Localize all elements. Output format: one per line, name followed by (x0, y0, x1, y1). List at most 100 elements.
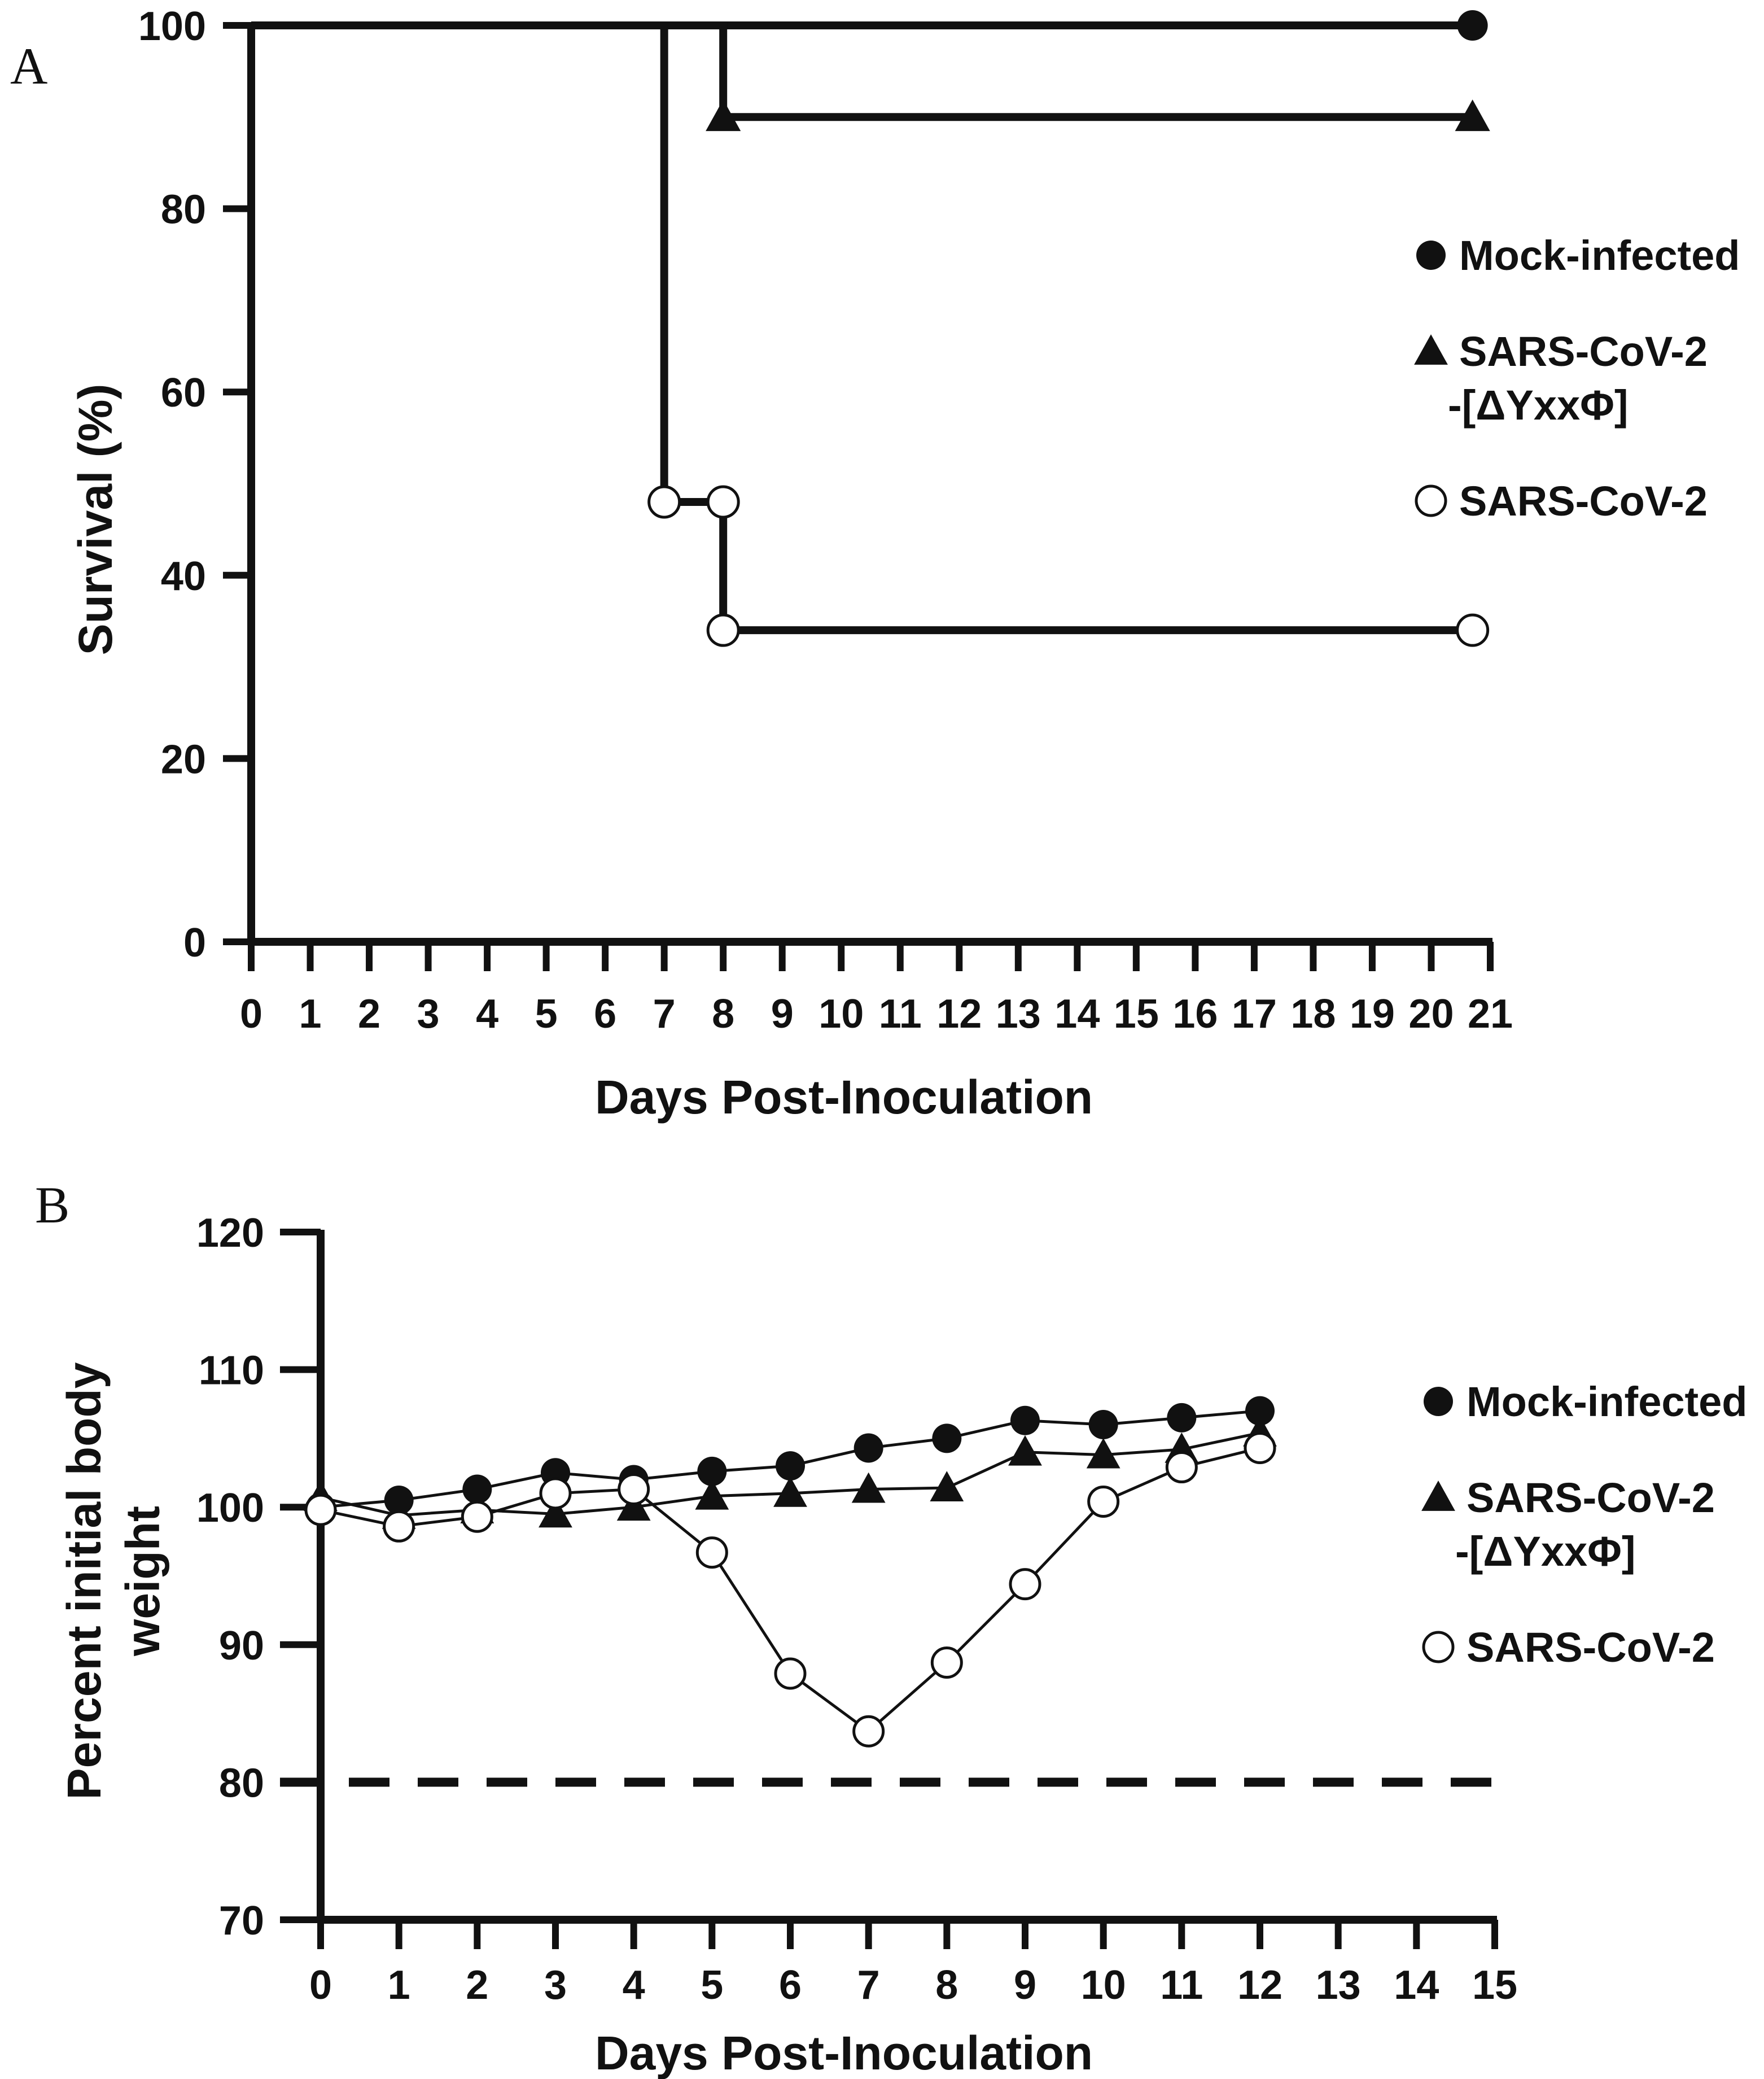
weight-point-2-12 (1244, 1431, 1276, 1464)
x-tick-label-13: 13 (1316, 1963, 1361, 2008)
legend-marker-0 (1424, 1387, 1453, 1416)
x-tick-label-3: 3 (544, 1963, 567, 2008)
legend-label-1-0: SARS-CoV-2 (1459, 328, 1708, 375)
survival-point-1-1 (1455, 99, 1490, 132)
x-tick-label-15: 15 (1472, 1963, 1517, 2008)
panel-a-legend: Mock-infected SARS-CoV-2 -[ΔYxxΦ] SARS-CoV-… (1414, 232, 1740, 525)
weight-point-2-8 (930, 1646, 963, 1679)
weight-point-2-6 (774, 1657, 807, 1690)
panel-b-body-weight-chart: B 0 1 2 3 4 5 6 7 8 9 10 11 12 13 14 15708090100110120 … (35, 1176, 1748, 2079)
weight-point-1-9 (1008, 1435, 1042, 1466)
y-tick-label-100: 100 (196, 1486, 264, 1531)
weight-point-2-7 (852, 1715, 885, 1748)
legend-marker-2 (1415, 484, 1447, 517)
x-tick-label-7: 7 (857, 1963, 880, 2008)
weight-point-0-8 (932, 1423, 962, 1453)
x-tick-label-13: 13 (996, 992, 1041, 1037)
survival-point-2-3 (1456, 613, 1490, 647)
weight-point-2-5 (695, 1536, 728, 1569)
legend-label-1-0: SARS-CoV-2 (1467, 1474, 1715, 1521)
x-tick-label-1: 1 (388, 1963, 410, 2008)
x-tick-label-10: 10 (818, 992, 864, 1037)
weight-point-1-3 (539, 1497, 572, 1528)
y-tick-label-80: 80 (161, 187, 206, 233)
panel-a-survival-chart: A 0 1 2 3 4 5 6 7 8 9 10 11 12 13 14 15 16 17 18 19 20 210204… (10, 4, 1740, 1124)
survival-point-0-0 (1457, 10, 1488, 41)
weight-point-0-7 (853, 1433, 883, 1463)
survival-point-2-1 (706, 485, 740, 519)
x-tick-label-2: 2 (466, 1963, 488, 2008)
x-tick-label-8: 8 (935, 1963, 958, 2008)
weight-point-2-4 (618, 1473, 650, 1506)
survival-line-1 (251, 21, 1473, 121)
x-tick-label-6: 6 (779, 1963, 802, 2008)
weight-point-0-11 (1167, 1403, 1197, 1432)
panel-a-series (251, 10, 1490, 647)
x-tick-label-16: 16 (1172, 992, 1218, 1037)
panel-label-b: B (35, 1176, 69, 1234)
weight-point-1-6 (773, 1476, 807, 1507)
panel-a-y-axis-label: Survival (%) (69, 384, 122, 656)
legend-marker-2 (1422, 1631, 1455, 1663)
legend-marker-1 (1421, 1480, 1455, 1511)
panel-b-series (304, 1396, 1277, 1748)
weight-point-2-2 (461, 1500, 493, 1533)
panel-a-axes: 0 1 2 3 4 5 6 7 8 9 10 11 12 13 14 15 16 17 18 19 20 21020406… (138, 4, 1513, 1037)
legend-marker-1 (1414, 334, 1448, 365)
weight-point-2-0 (304, 1493, 337, 1526)
y-tick-label-120: 120 (196, 1211, 264, 1256)
x-tick-label-11: 11 (879, 992, 922, 1037)
x-tick-label-8: 8 (712, 992, 734, 1037)
survival-point-1-0 (706, 99, 741, 132)
y-tick-label-40: 40 (161, 554, 206, 599)
legend-label-0-0: Mock-infected (1459, 232, 1740, 279)
x-tick-label-4: 4 (476, 992, 498, 1037)
weight-point-2-3 (539, 1477, 572, 1510)
panel-b-y-axis-label-line-1: Percent initial body (58, 1362, 111, 1800)
legend-label-0-0: Mock-infected (1467, 1378, 1748, 1425)
y-tick-label-110: 110 (199, 1348, 264, 1394)
x-tick-label-18: 18 (1290, 992, 1336, 1037)
y-tick-label-90: 90 (219, 1623, 264, 1669)
weight-point-1-4 (616, 1490, 651, 1521)
x-tick-label-21: 21 (1468, 992, 1513, 1037)
x-tick-label-9: 9 (1014, 1963, 1036, 2008)
weight-point-0-5 (697, 1456, 727, 1486)
x-tick-label-20: 20 (1408, 992, 1454, 1037)
weight-point-2-1 (383, 1510, 415, 1543)
survival-point-2-0 (647, 485, 681, 519)
weight-point-2-9 (1009, 1568, 1041, 1601)
x-tick-label-11: 11 (1160, 1963, 1203, 2008)
x-tick-label-12: 12 (936, 992, 982, 1037)
weight-point-2-10 (1087, 1485, 1120, 1518)
x-tick-label-5: 5 (535, 992, 558, 1037)
panel-b-y-axis-label-line-2: weight (116, 1506, 169, 1657)
x-tick-label-0: 0 (309, 1963, 332, 2008)
legend-label-1-1: -[ΔYxxΦ] (1448, 382, 1629, 429)
x-tick-label-0: 0 (240, 992, 262, 1037)
y-tick-label-70: 70 (219, 1898, 264, 1943)
weight-point-2-11 (1165, 1451, 1198, 1484)
weight-point-0-9 (1010, 1405, 1040, 1435)
x-tick-label-7: 7 (653, 992, 676, 1037)
y-tick-label-100: 100 (138, 4, 206, 49)
x-tick-label-3: 3 (417, 992, 440, 1037)
y-tick-label-60: 60 (161, 370, 206, 416)
x-tick-label-19: 19 (1350, 992, 1395, 1037)
x-tick-label-6: 6 (594, 992, 616, 1037)
x-tick-label-17: 17 (1232, 992, 1277, 1037)
x-tick-label-2: 2 (358, 992, 380, 1037)
panel-b-legend: Mock-infected SARS-CoV-2 -[ΔYxxΦ] SARS-CoV-… (1421, 1378, 1748, 1671)
x-tick-label-15: 15 (1114, 992, 1159, 1037)
panel-label-a: A (10, 37, 47, 95)
x-tick-label-1: 1 (299, 992, 322, 1037)
weight-point-0-2 (462, 1474, 492, 1504)
weight-point-1-7 (851, 1472, 886, 1503)
legend-marker-0 (1416, 241, 1446, 270)
y-tick-label-80: 80 (219, 1761, 264, 1806)
panel-b-x-axis-label: Days Post-Inoculation (595, 2026, 1093, 2079)
x-tick-label-5: 5 (701, 1963, 723, 2008)
survival-point-2-2 (706, 613, 740, 647)
